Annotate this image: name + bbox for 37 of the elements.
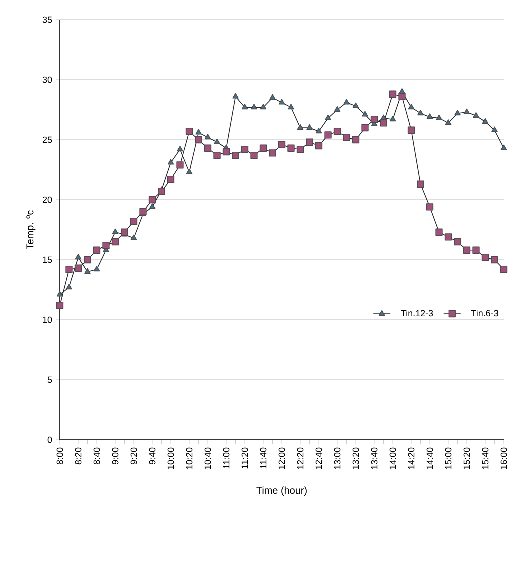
y-tick-label: 20 [42, 196, 52, 204]
y-tick-label: 30 [42, 76, 52, 84]
x-tick-label: 14:20 [408, 448, 415, 470]
x-tick-label: 16:00 [500, 448, 508, 470]
x-tick-label: 14:00 [390, 448, 396, 470]
x-tick-label: 8:40 [94, 448, 100, 465]
x-tick-label: 11:00 [223, 448, 230, 469]
x-tick-label: 12:40 [316, 448, 322, 470]
x-tick-label: 11:20 [242, 448, 248, 469]
legend-label: Tin.12-3 [401, 310, 434, 317]
x-tick-label: 11:40 [260, 448, 267, 469]
x-tick-label: 9:40 [149, 448, 156, 465]
x-tick-label: 10:20 [186, 448, 193, 470]
x-tick-label: 12:00 [278, 448, 286, 470]
y-tick-label: 0 [48, 436, 52, 444]
x-tick-label: 9:20 [130, 448, 138, 465]
x-tick-label: 8:20 [75, 448, 82, 465]
x-tick-label: 10:00 [168, 448, 174, 470]
x-tick-label: 13:00 [334, 448, 341, 470]
y-tick-label: 35 [42, 16, 52, 24]
x-tick-label: 15:00 [445, 448, 452, 470]
x-tick-label: 9:00 [112, 448, 119, 465]
x-axis-title: Time (hour) [256, 486, 307, 496]
y-tick-label: 10 [43, 316, 52, 324]
y-tick-label: 15 [43, 256, 52, 264]
y-axis-title: Temp. ºc [26, 210, 36, 250]
y-tick-label: 25 [42, 136, 52, 144]
x-tick-label: 13:20 [352, 448, 360, 470]
x-tick-label: 14:40 [426, 448, 434, 470]
x-tick-label: 8:00 [56, 448, 64, 465]
x-tick-label: 13:40 [371, 448, 378, 470]
x-tick-label: 10:40 [204, 448, 212, 470]
x-tick-label: 15:40 [482, 448, 489, 470]
x-tick-label: 15:20 [464, 448, 470, 470]
y-tick-label: 5 [48, 376, 52, 384]
legend-label: Tin.6-3 [471, 310, 498, 317]
x-tick-label: 12:20 [297, 448, 304, 470]
